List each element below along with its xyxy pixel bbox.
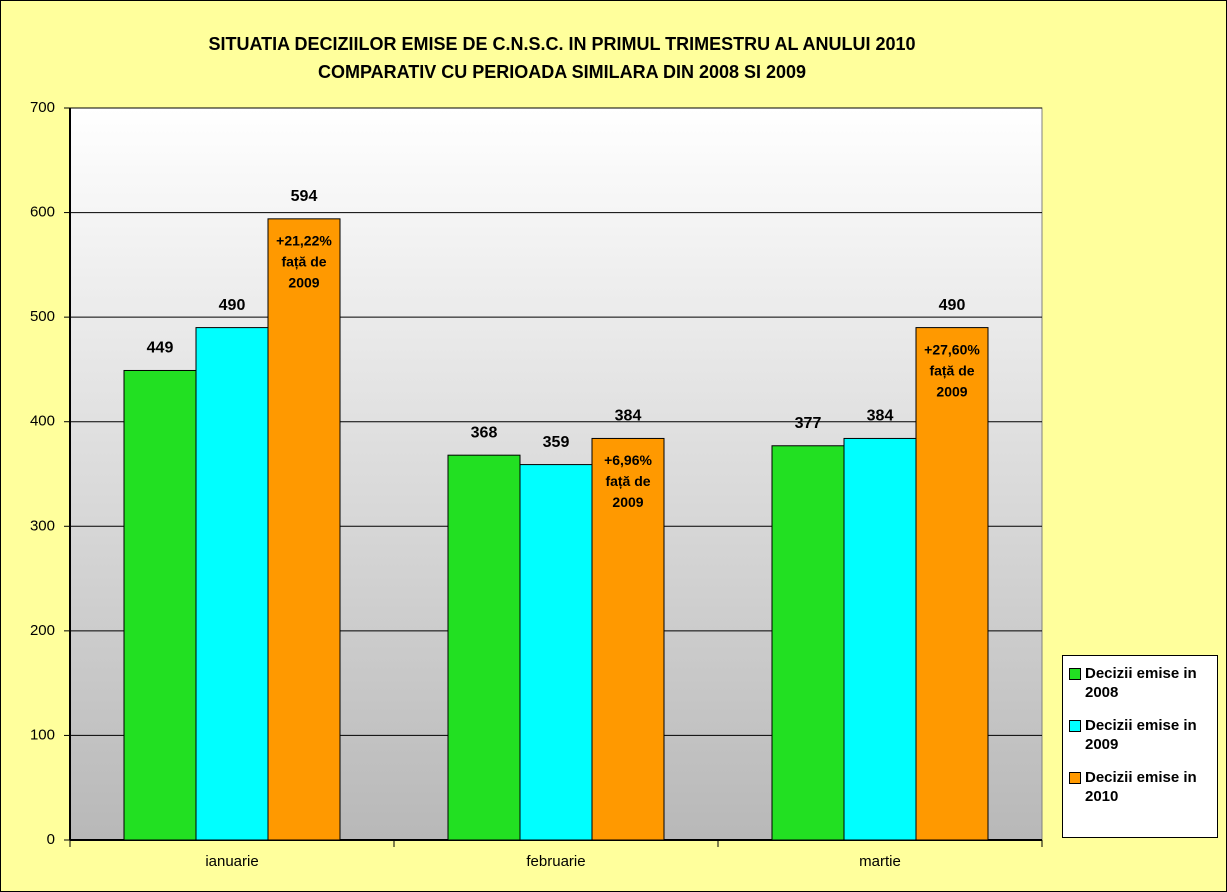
legend-item: Decizii emise in 2010 [1069, 768, 1211, 806]
y-tick-label: 100 [30, 726, 55, 743]
legend-swatch [1069, 772, 1081, 784]
value-label: 368 [471, 424, 498, 441]
legend-item: Decizii emise in 2008 [1069, 664, 1211, 702]
chart-title: SITUATIA DECIZIILOR EMISE DE C.N.S.C. IN… [208, 34, 915, 54]
chart-title: COMPARATIV CU PERIOADA SIMILARA DIN 2008… [318, 62, 806, 82]
legend: Decizii emise in 2008 Decizii emise in 20… [1062, 655, 1218, 838]
value-label: 594 [291, 188, 318, 205]
legend-item: Decizii emise in 2009 [1069, 716, 1211, 754]
y-tick-label: 400 [30, 413, 55, 430]
y-tick-label: 700 [30, 99, 55, 116]
value-label: 384 [867, 408, 894, 425]
x-tick-label: martie [859, 853, 901, 870]
bar [591, 437, 665, 841]
annotation: +6,96% [604, 452, 652, 468]
bar [519, 464, 593, 841]
x-tick-label: februarie [526, 853, 585, 870]
value-label: 449 [147, 340, 174, 357]
bar [843, 437, 917, 841]
legend-label: Decizii emise in 2010 [1085, 769, 1197, 805]
annotation: 2009 [936, 383, 967, 399]
legend-swatch [1069, 668, 1081, 680]
x-tick-label: ianuarie [205, 853, 258, 870]
bar [915, 327, 989, 841]
bar [267, 218, 341, 841]
legend-swatch [1069, 720, 1081, 732]
legend-label: Decizii emise in 2008 [1085, 665, 1197, 701]
annotation: +27,60% [924, 341, 980, 357]
annotation: față de [281, 254, 326, 270]
annotation: 2009 [612, 494, 643, 510]
value-label: 384 [615, 408, 642, 425]
value-label: 490 [939, 297, 966, 314]
y-tick-label: 600 [30, 204, 55, 221]
bar [447, 454, 521, 841]
bar [195, 327, 269, 841]
value-label: 359 [543, 434, 570, 451]
y-tick-label: 500 [30, 308, 55, 325]
y-tick-label: 300 [30, 517, 55, 534]
bar [123, 369, 197, 841]
value-label: 490 [219, 297, 246, 314]
value-label: 377 [795, 415, 822, 432]
annotation: față de [605, 473, 650, 489]
annotation: 2009 [288, 275, 319, 291]
annotation: +21,22% [276, 233, 332, 249]
annotation: față de [929, 362, 974, 378]
y-tick-label: 200 [30, 622, 55, 639]
y-tick-label: 0 [47, 831, 55, 848]
bar [771, 445, 845, 841]
legend-label: Decizii emise in 2009 [1085, 717, 1197, 753]
